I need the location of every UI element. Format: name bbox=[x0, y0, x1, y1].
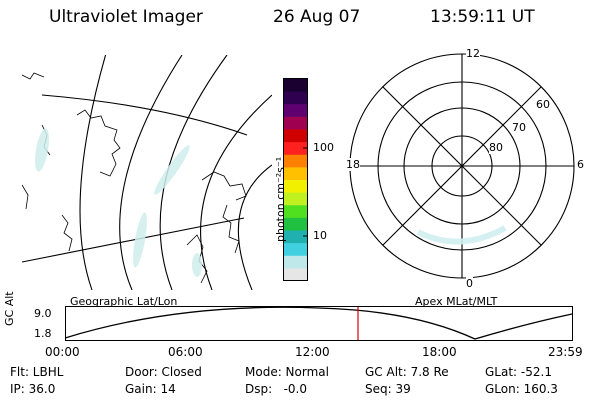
colorbar-step bbox=[283, 116, 308, 130]
colorbar-tick-10: 10 bbox=[313, 229, 327, 242]
altitude-xtick-0000: 00:00 bbox=[45, 345, 80, 359]
colorbar-step bbox=[283, 192, 308, 206]
meridian-line bbox=[382, 86, 542, 246]
observation-date: 26 Aug 07 bbox=[273, 7, 361, 27]
mlat-label-60: 60 bbox=[536, 98, 550, 111]
aurora-oval bbox=[416, 225, 507, 245]
longitude-arc bbox=[119, 55, 183, 290]
color-scale-bar bbox=[283, 78, 308, 281]
mlt-label-18: 18 bbox=[346, 158, 360, 171]
instrument-title: Ultraviolet Imager bbox=[49, 7, 203, 27]
altitude-plot-frame bbox=[65, 306, 573, 341]
glon-info: GLon: 160.3 bbox=[485, 382, 558, 396]
glat-info: GLat: -52.1 bbox=[485, 365, 552, 379]
coastline bbox=[61, 214, 73, 252]
polar-panel-label: Apex MLat/MLT bbox=[415, 295, 498, 308]
mode-info: Mode: Normal bbox=[245, 365, 329, 379]
filter-info: Flt: LBHL bbox=[10, 365, 64, 379]
altitude-xtick-0600: 06:00 bbox=[168, 345, 203, 359]
altitude-xtick-2359: 23:59 bbox=[548, 345, 583, 359]
coastline bbox=[22, 72, 45, 80]
altitude-ylabel: GC Alt bbox=[3, 291, 16, 326]
colorbar-tick-100: 100 bbox=[313, 141, 334, 154]
colorbar-step bbox=[283, 217, 308, 231]
colorbar-step bbox=[283, 166, 308, 180]
colorbar-step bbox=[283, 103, 308, 117]
mlt-label-6: 6 bbox=[577, 158, 584, 171]
mlt-label-12: 12 bbox=[466, 47, 480, 60]
latitude-line bbox=[22, 217, 245, 263]
coastline bbox=[76, 109, 121, 177]
coastline bbox=[186, 234, 208, 284]
altitude-plot bbox=[65, 306, 573, 341]
altitude-curve bbox=[65, 306, 573, 340]
altitude-ytick-1-8: 1.8 bbox=[34, 327, 52, 340]
colorbar-unit-label: photon cm⁻²s⁻¹ bbox=[274, 156, 287, 242]
mlat-label-80: 80 bbox=[489, 141, 503, 154]
mlat-label-70: 70 bbox=[512, 121, 526, 134]
mlt-label-0: 0 bbox=[466, 277, 473, 290]
longitude-arc bbox=[200, 94, 272, 290]
colorbar-step bbox=[283, 154, 308, 168]
colorbar-step bbox=[283, 78, 308, 92]
colorbar-step bbox=[283, 129, 308, 143]
colorbar-step bbox=[283, 242, 308, 256]
altitude-xtick-1800: 18:00 bbox=[422, 345, 457, 359]
longitude-arc bbox=[237, 164, 272, 290]
geographic-map bbox=[22, 55, 272, 290]
longitude-arc bbox=[79, 55, 107, 290]
observation-time: 13:59:11 UT bbox=[430, 7, 535, 27]
gain-info: Gain: 14 bbox=[125, 382, 176, 396]
coastline bbox=[22, 184, 29, 210]
ip-info: IP: 36.0 bbox=[10, 382, 56, 396]
seq-info: Seq: 39 bbox=[365, 382, 411, 396]
colorbar-step bbox=[283, 230, 308, 244]
coastline bbox=[201, 171, 247, 201]
aurora-emission bbox=[34, 128, 202, 277]
colorbar-step bbox=[283, 91, 308, 105]
altitude-ytick-9: 9.0 bbox=[34, 307, 52, 320]
gc-alt-info: GC Alt: 7.8 Re bbox=[365, 365, 449, 379]
colorbar-step bbox=[283, 255, 308, 269]
latitude-arc bbox=[41, 94, 248, 136]
geo-panel-label: Geographic Lat/Lon bbox=[70, 295, 178, 308]
altitude-xtick-1200: 12:00 bbox=[295, 345, 330, 359]
colorbar-step bbox=[283, 204, 308, 218]
door-info: Door: Closed bbox=[125, 365, 202, 379]
polar-mlat-mlt-plot bbox=[349, 53, 575, 279]
colorbar-step bbox=[283, 179, 308, 193]
coastline bbox=[222, 204, 240, 254]
colorbar-step bbox=[283, 141, 308, 155]
colorbar-step bbox=[283, 267, 308, 281]
dsp-info: Dsp: -0.0 bbox=[245, 382, 308, 396]
